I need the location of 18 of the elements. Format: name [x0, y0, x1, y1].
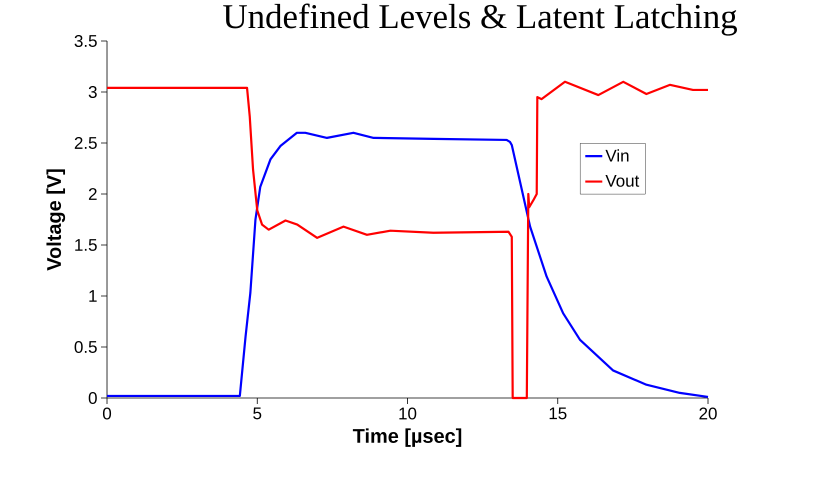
x-tick-label: 10 [399, 408, 416, 420]
x-tick-label: 5 [253, 408, 262, 420]
y-tick-label: 0.5 [74, 340, 97, 353]
y-tick-label: 2.5 [74, 136, 97, 149]
x-tick-label: 20 [699, 408, 717, 420]
y-tick-label: 3.5 [74, 34, 97, 47]
legend-label: Vout [605, 174, 640, 187]
x-tick-label: 15 [550, 408, 566, 420]
chart-title: Undefined Levels & Latent Latching [223, 4, 737, 36]
y-tick-label: 2 [88, 188, 97, 200]
x-tick-label: 0 [102, 408, 112, 420]
x-axis-title: Time [µsec] [352, 428, 462, 447]
y-tick-label: 3 [88, 86, 97, 98]
legend-label: Vin [605, 149, 628, 162]
y-tick-label: 1 [89, 290, 97, 302]
y-tick-label: 0 [88, 392, 97, 404]
y-axis-title: Voltage [V] [46, 169, 66, 271]
y-tick-label: 1.5 [75, 239, 97, 251]
